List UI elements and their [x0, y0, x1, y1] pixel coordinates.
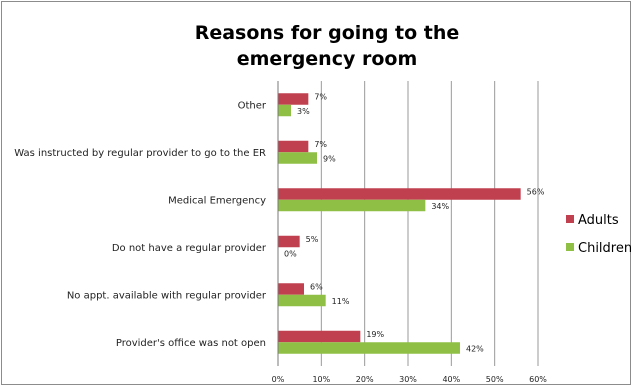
legend-label-adults: Adults [578, 213, 619, 228]
x-tick-label: 0% [272, 375, 285, 384]
data-label-children: 11% [332, 297, 350, 306]
data-label-adults: 5% [306, 235, 319, 244]
x-tick-label: 40% [442, 375, 460, 384]
bar-children [278, 294, 326, 307]
bar-adults [278, 140, 309, 153]
data-label-adults: 56% [527, 187, 545, 196]
bar-children [278, 152, 317, 164]
bar-adults [278, 188, 521, 200]
legend-swatch-children [566, 243, 574, 251]
bar-children [278, 199, 426, 212]
chart-title: Reasons for going to the emergency room [117, 20, 537, 72]
data-label-adults: 19% [366, 330, 384, 339]
legend-swatch-adults [566, 215, 574, 223]
chart-title-line-1: Reasons for going to the [194, 22, 460, 44]
data-label-children: 42% [466, 344, 484, 353]
data-label-children: 0% [284, 249, 297, 258]
category-label: Other [238, 100, 267, 111]
category-label: Was instructed by regular provider to go… [14, 148, 266, 159]
data-label-adults: 6% [310, 282, 323, 291]
bar-adults [278, 93, 309, 105]
x-tick-label: 60% [529, 375, 547, 384]
data-label-children: 9% [323, 154, 336, 163]
category-label: Do not have a regular provider [112, 243, 267, 254]
bar-adults [278, 330, 361, 343]
bar-adults [278, 235, 300, 248]
bar-children [278, 342, 460, 354]
x-tick-label: 50% [486, 375, 504, 384]
bar-children [278, 104, 291, 117]
x-tick-label: 20% [356, 375, 374, 384]
category-label: No appt. available with regular provider [67, 290, 267, 301]
category-label: Provider's office was not open [116, 338, 266, 349]
data-label-adults: 7% [314, 140, 327, 149]
bar-adults [278, 283, 304, 295]
chart-title-line-2: emergency room [236, 48, 418, 70]
data-label-children: 3% [297, 107, 310, 116]
data-label-children: 34% [431, 202, 449, 211]
category-label: Medical Emergency [168, 195, 266, 206]
x-tick-label: 10% [312, 375, 330, 384]
data-label-adults: 7% [314, 92, 327, 101]
x-tick-label: 30% [399, 375, 417, 384]
legend-label-children: Children [578, 241, 632, 256]
